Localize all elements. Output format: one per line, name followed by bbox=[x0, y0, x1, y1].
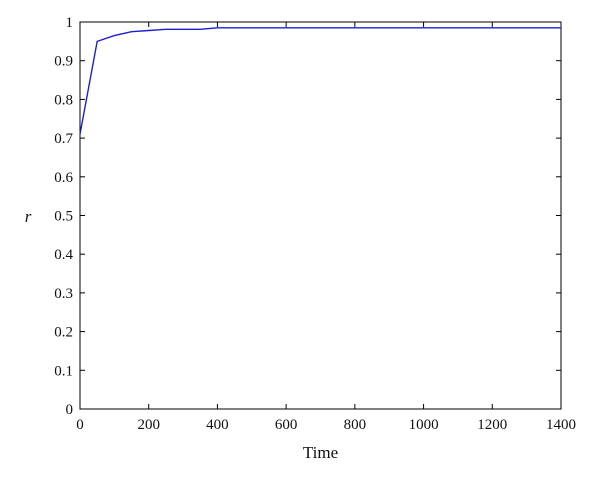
y-tick-label: 0.3 bbox=[54, 286, 73, 302]
y-tick-label: 1 bbox=[66, 15, 74, 31]
series-layer bbox=[79, 27, 561, 135]
y-tick-label: 0.2 bbox=[54, 325, 73, 341]
x-tick-label: 200 bbox=[137, 417, 160, 433]
y-tick-label: 0.8 bbox=[54, 92, 73, 108]
x-tick-label: 1000 bbox=[409, 417, 439, 433]
x-axis-label: Time bbox=[303, 443, 338, 462]
x-tick-label: 600 bbox=[275, 417, 298, 433]
y-tick-label: 0.6 bbox=[54, 170, 73, 186]
x-tick-label: 1400 bbox=[546, 417, 576, 433]
y-axis-label: r bbox=[25, 207, 32, 226]
y-tick-label: 0 bbox=[66, 402, 74, 418]
x-tick-label: 0 bbox=[76, 417, 84, 433]
plot-frame bbox=[79, 21, 562, 410]
y-tick-label: 0.4 bbox=[54, 247, 73, 263]
series-line bbox=[79, 27, 561, 135]
x-tick-label: 400 bbox=[206, 417, 229, 433]
y-tick-label: 0.7 bbox=[54, 131, 73, 147]
y-tick-label: 0.9 bbox=[54, 54, 73, 70]
x-tick-label: 1200 bbox=[477, 417, 507, 433]
y-tick-label: 0.5 bbox=[54, 209, 73, 225]
ticks-layer: 0 200 400 600 800 1000 1200 1400 0 0.1 0.2 0.3 0.4 0.… bbox=[54, 15, 576, 433]
plot-area bbox=[79, 21, 562, 410]
y-tick-label: 0.1 bbox=[54, 363, 73, 379]
x-tick-label: 800 bbox=[344, 417, 367, 433]
